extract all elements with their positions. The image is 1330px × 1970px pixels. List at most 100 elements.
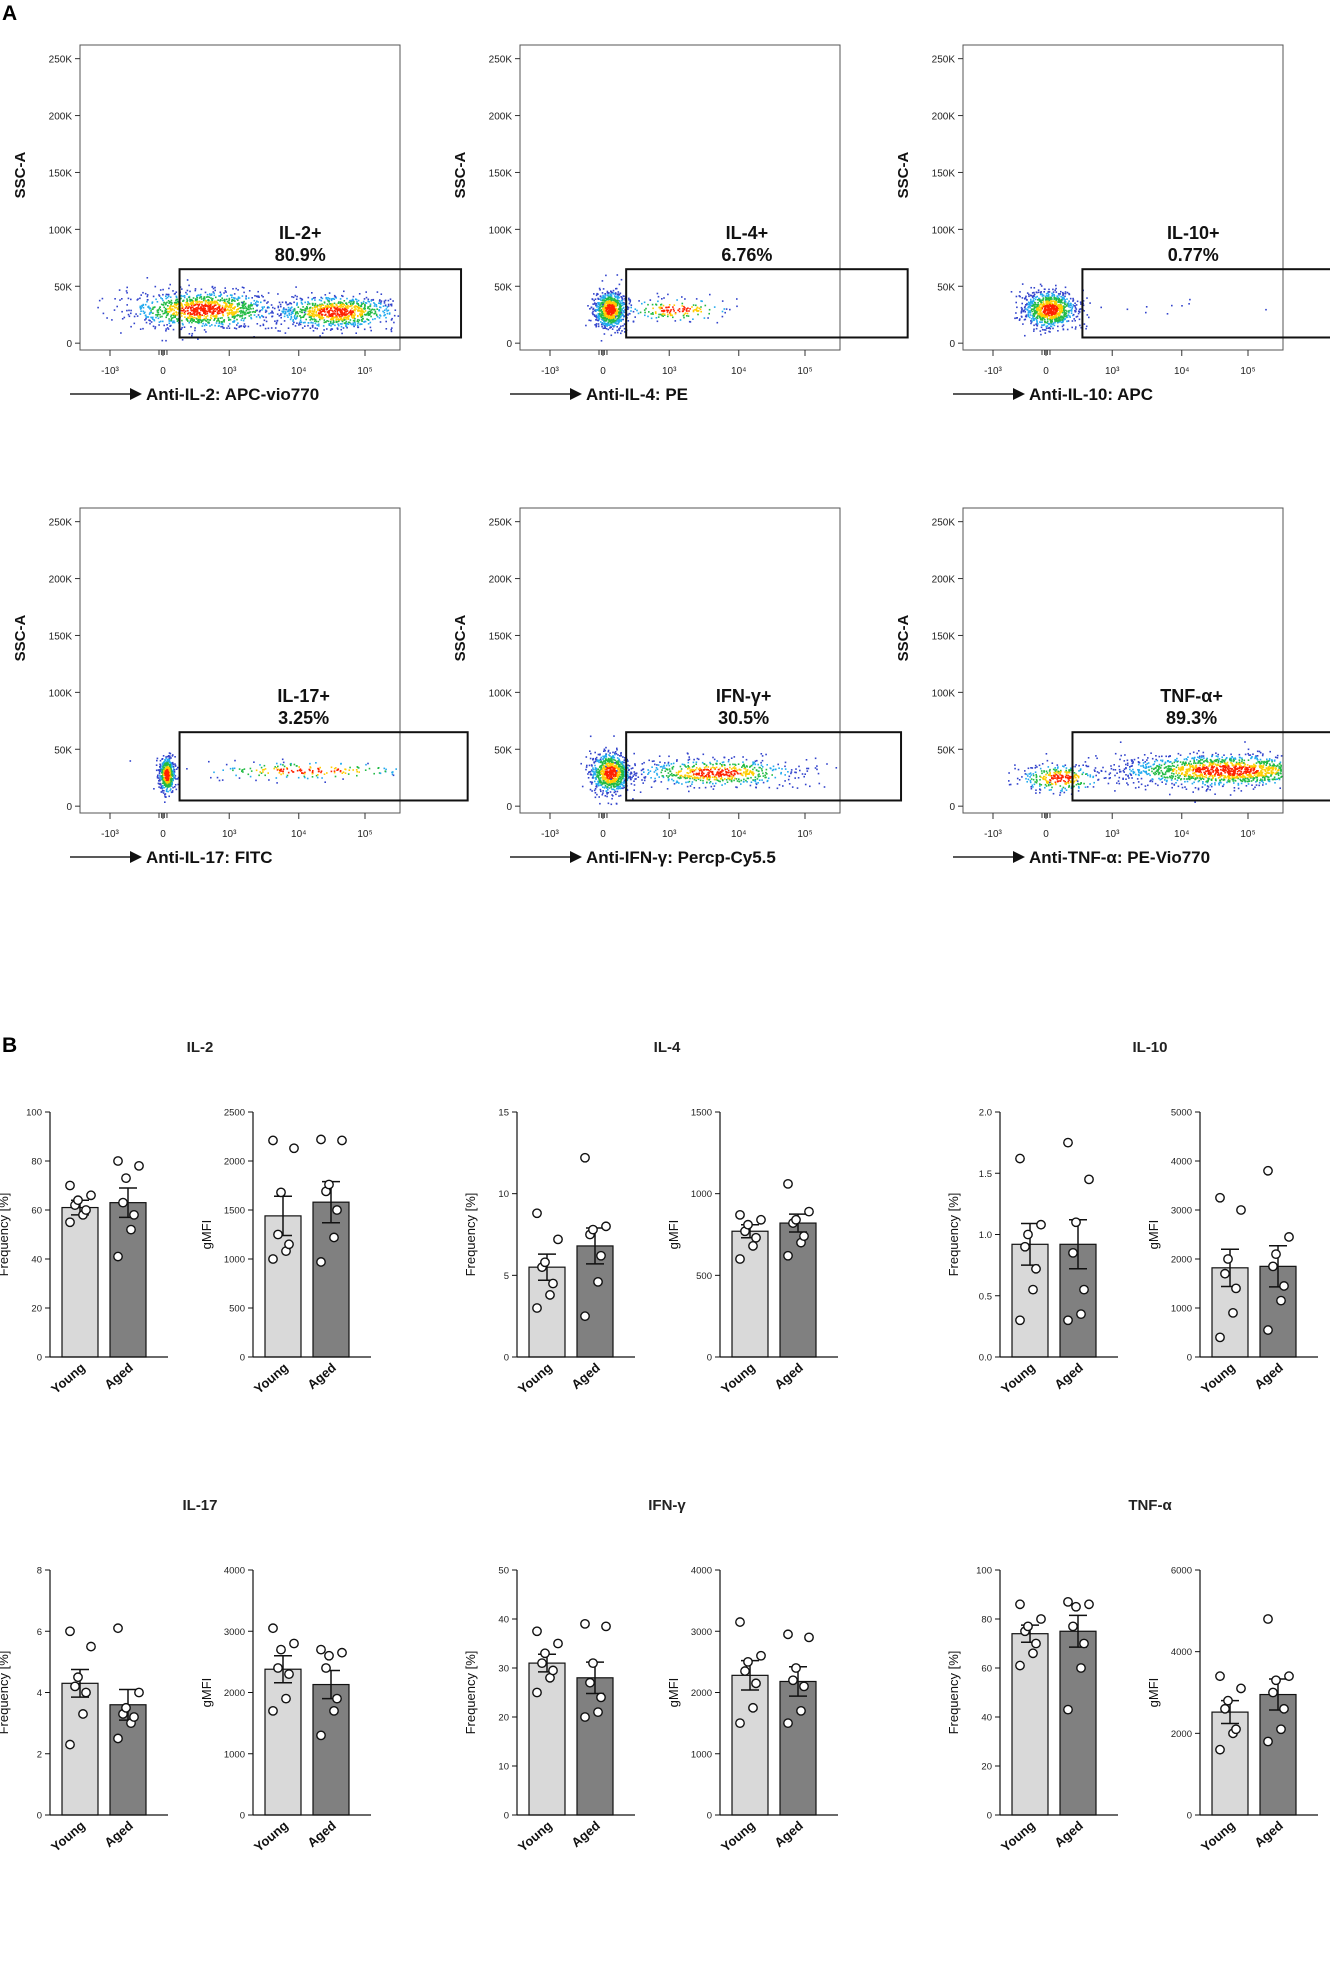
event-dot — [1070, 305, 1072, 307]
event-dot — [157, 314, 159, 316]
event-dot — [145, 293, 147, 295]
event-dot — [1028, 312, 1030, 314]
event-dot — [604, 749, 606, 751]
event-dot — [618, 322, 620, 324]
event-dot — [236, 324, 238, 326]
event-dot — [237, 289, 239, 291]
event-dot — [198, 316, 200, 318]
event-dot — [379, 300, 381, 302]
event-dot — [1036, 319, 1038, 321]
event-dot — [335, 304, 337, 306]
event-dot — [1066, 310, 1068, 312]
event-dot — [700, 306, 702, 308]
event-dot — [644, 302, 646, 304]
event-dot — [192, 300, 194, 302]
event-dot — [159, 771, 161, 773]
event-dot — [370, 305, 372, 307]
event-dot — [214, 325, 216, 327]
event-dot — [1067, 329, 1069, 331]
event-dot — [618, 291, 620, 293]
x-tick-label: 10⁴ — [291, 829, 306, 840]
event-dot — [1019, 291, 1021, 293]
event-dot — [226, 327, 228, 329]
event-dot — [293, 302, 295, 304]
event-dot — [318, 321, 320, 323]
event-dot — [361, 320, 363, 322]
event-dot — [157, 758, 159, 760]
event-dot — [156, 764, 158, 766]
event-dot — [161, 316, 163, 318]
event-dot — [1031, 318, 1033, 320]
event-dot — [169, 752, 171, 754]
event-dot — [326, 328, 328, 330]
event-dot — [310, 327, 312, 329]
event-dot — [1048, 323, 1050, 325]
event-dot — [217, 777, 219, 779]
event-dot — [309, 316, 311, 318]
event-dot — [308, 297, 310, 299]
y-axis-label: SSC-A — [12, 151, 29, 198]
event-dot — [324, 314, 326, 316]
event-dot — [345, 325, 347, 327]
event-dot — [315, 327, 317, 329]
event-dot — [155, 314, 157, 316]
event-dot — [241, 311, 243, 313]
event-dot — [166, 294, 168, 296]
event-dot — [697, 314, 699, 316]
event-dot — [1033, 298, 1035, 300]
event-dot — [232, 304, 234, 306]
event-dot — [376, 304, 378, 306]
event-dot — [250, 314, 252, 316]
event-dot — [593, 300, 595, 302]
event-dot — [1064, 315, 1066, 317]
event-dot — [390, 304, 392, 306]
event-dot — [609, 302, 611, 304]
event-dot — [628, 299, 630, 301]
event-dot — [1054, 325, 1056, 327]
event-dot — [202, 325, 204, 327]
event-dot — [237, 305, 239, 307]
event-dot — [191, 310, 193, 312]
event-dot — [340, 323, 342, 325]
event-dot — [608, 754, 610, 756]
event-dot — [183, 310, 185, 312]
event-dot — [160, 289, 162, 291]
event-dot — [150, 317, 152, 319]
event-dot — [1034, 294, 1036, 296]
figure: A B 050K100K150K200K250KSSC-A-10³ 0 10³ 10⁴… — [0, 0, 1330, 1970]
event-dot — [217, 312, 219, 314]
event-dot — [595, 315, 597, 317]
event-dot — [209, 297, 211, 299]
event-dot — [616, 295, 618, 297]
event-dot — [357, 316, 359, 318]
event-dot — [157, 301, 159, 303]
event-dot — [614, 310, 616, 312]
event-dot — [327, 297, 329, 299]
flow-dots — [97, 277, 399, 342]
event-dot — [309, 314, 311, 316]
event-dot — [709, 294, 711, 296]
event-dot — [172, 783, 174, 785]
event-dot — [604, 297, 606, 299]
event-dot — [193, 308, 195, 310]
event-dot — [140, 310, 142, 312]
event-dot — [335, 319, 337, 321]
event-dot — [312, 307, 314, 309]
event-dot — [305, 319, 307, 321]
event-dot — [259, 310, 261, 312]
x-tick-label: 0 — [160, 366, 166, 377]
event-dot — [172, 775, 174, 777]
event-dot — [722, 311, 724, 313]
event-dot — [234, 314, 236, 316]
event-dot — [187, 303, 189, 305]
event-dot — [607, 292, 609, 294]
event-dot — [376, 314, 378, 316]
event-dot — [621, 309, 623, 311]
event-dot — [682, 303, 684, 305]
event-dot — [1050, 306, 1052, 308]
event-dot — [304, 302, 306, 304]
event-dot — [1033, 330, 1035, 332]
event-dot — [340, 329, 342, 331]
event-dot — [696, 298, 698, 300]
event-dot — [1036, 308, 1038, 310]
